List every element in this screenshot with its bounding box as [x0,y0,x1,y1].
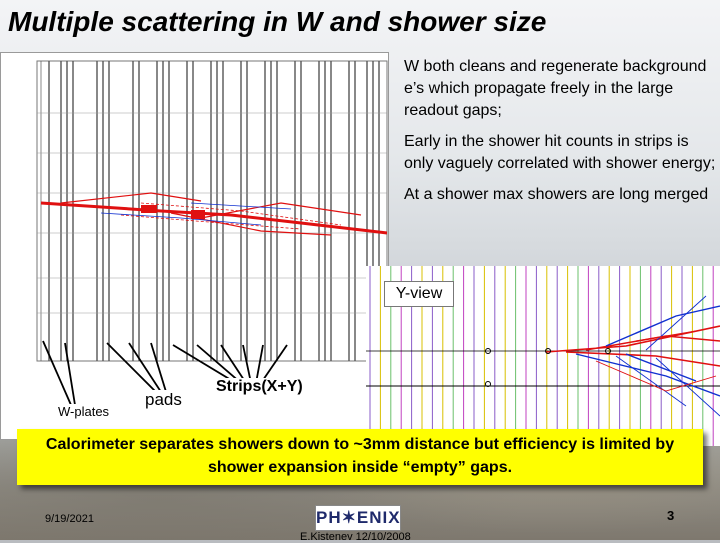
pointer-arrow [150,342,168,396]
hit-marker [545,348,551,354]
side-view-simulation [0,52,389,440]
pointer-arrow [242,344,252,384]
energy-deposit [141,205,157,213]
note-3: At a shower max showers are long merged [404,186,709,203]
footer-credit: E.Kistenev 12/10/2008 [300,531,411,543]
pointer-arrow [260,344,288,384]
shower-track [595,330,717,392]
y-view-label: Y-view [384,281,454,307]
pointer-arrow [128,342,164,396]
side-view-plot [36,60,388,406]
energy-deposit [191,210,205,219]
pads-label: pads [145,390,182,410]
pointer-arrow [42,340,72,406]
plot-frame [36,60,388,362]
shower-track [100,202,292,226]
phenix-logo: PH✶ENIX [315,505,401,531]
note-2: Early in the shower hit counts in strips… [404,133,716,172]
slide-title: Multiple scattering in W and shower size [8,6,547,37]
hit-marker [605,348,611,354]
hit-marker [485,348,491,354]
pointer-arrow [196,344,242,384]
callout-box: Calorimeter separates showers down to ~3… [17,429,703,485]
pointer-arrow [172,344,237,384]
shower-track [575,305,720,397]
w-plates-label: W-plates [58,404,110,419]
shower-track [120,202,342,230]
pointer-arrow [106,342,160,396]
strips-label: Strips(X+Y) [216,378,303,396]
footer-date: 9/19/2021 [45,513,94,525]
shower-track [40,201,388,235]
y-view-plot [366,266,720,446]
pointer-arrow [220,344,247,384]
pointer-arrow [64,342,76,406]
note-1: W both cleans and regenerate background … [404,58,707,119]
shower-track [545,325,720,367]
shower-track [615,295,720,417]
pointer-arrow [255,344,264,384]
slide-notes: W both cleans and regenerate background … [404,56,716,215]
hit-marker [485,381,491,387]
page-number: 3 [667,508,675,523]
